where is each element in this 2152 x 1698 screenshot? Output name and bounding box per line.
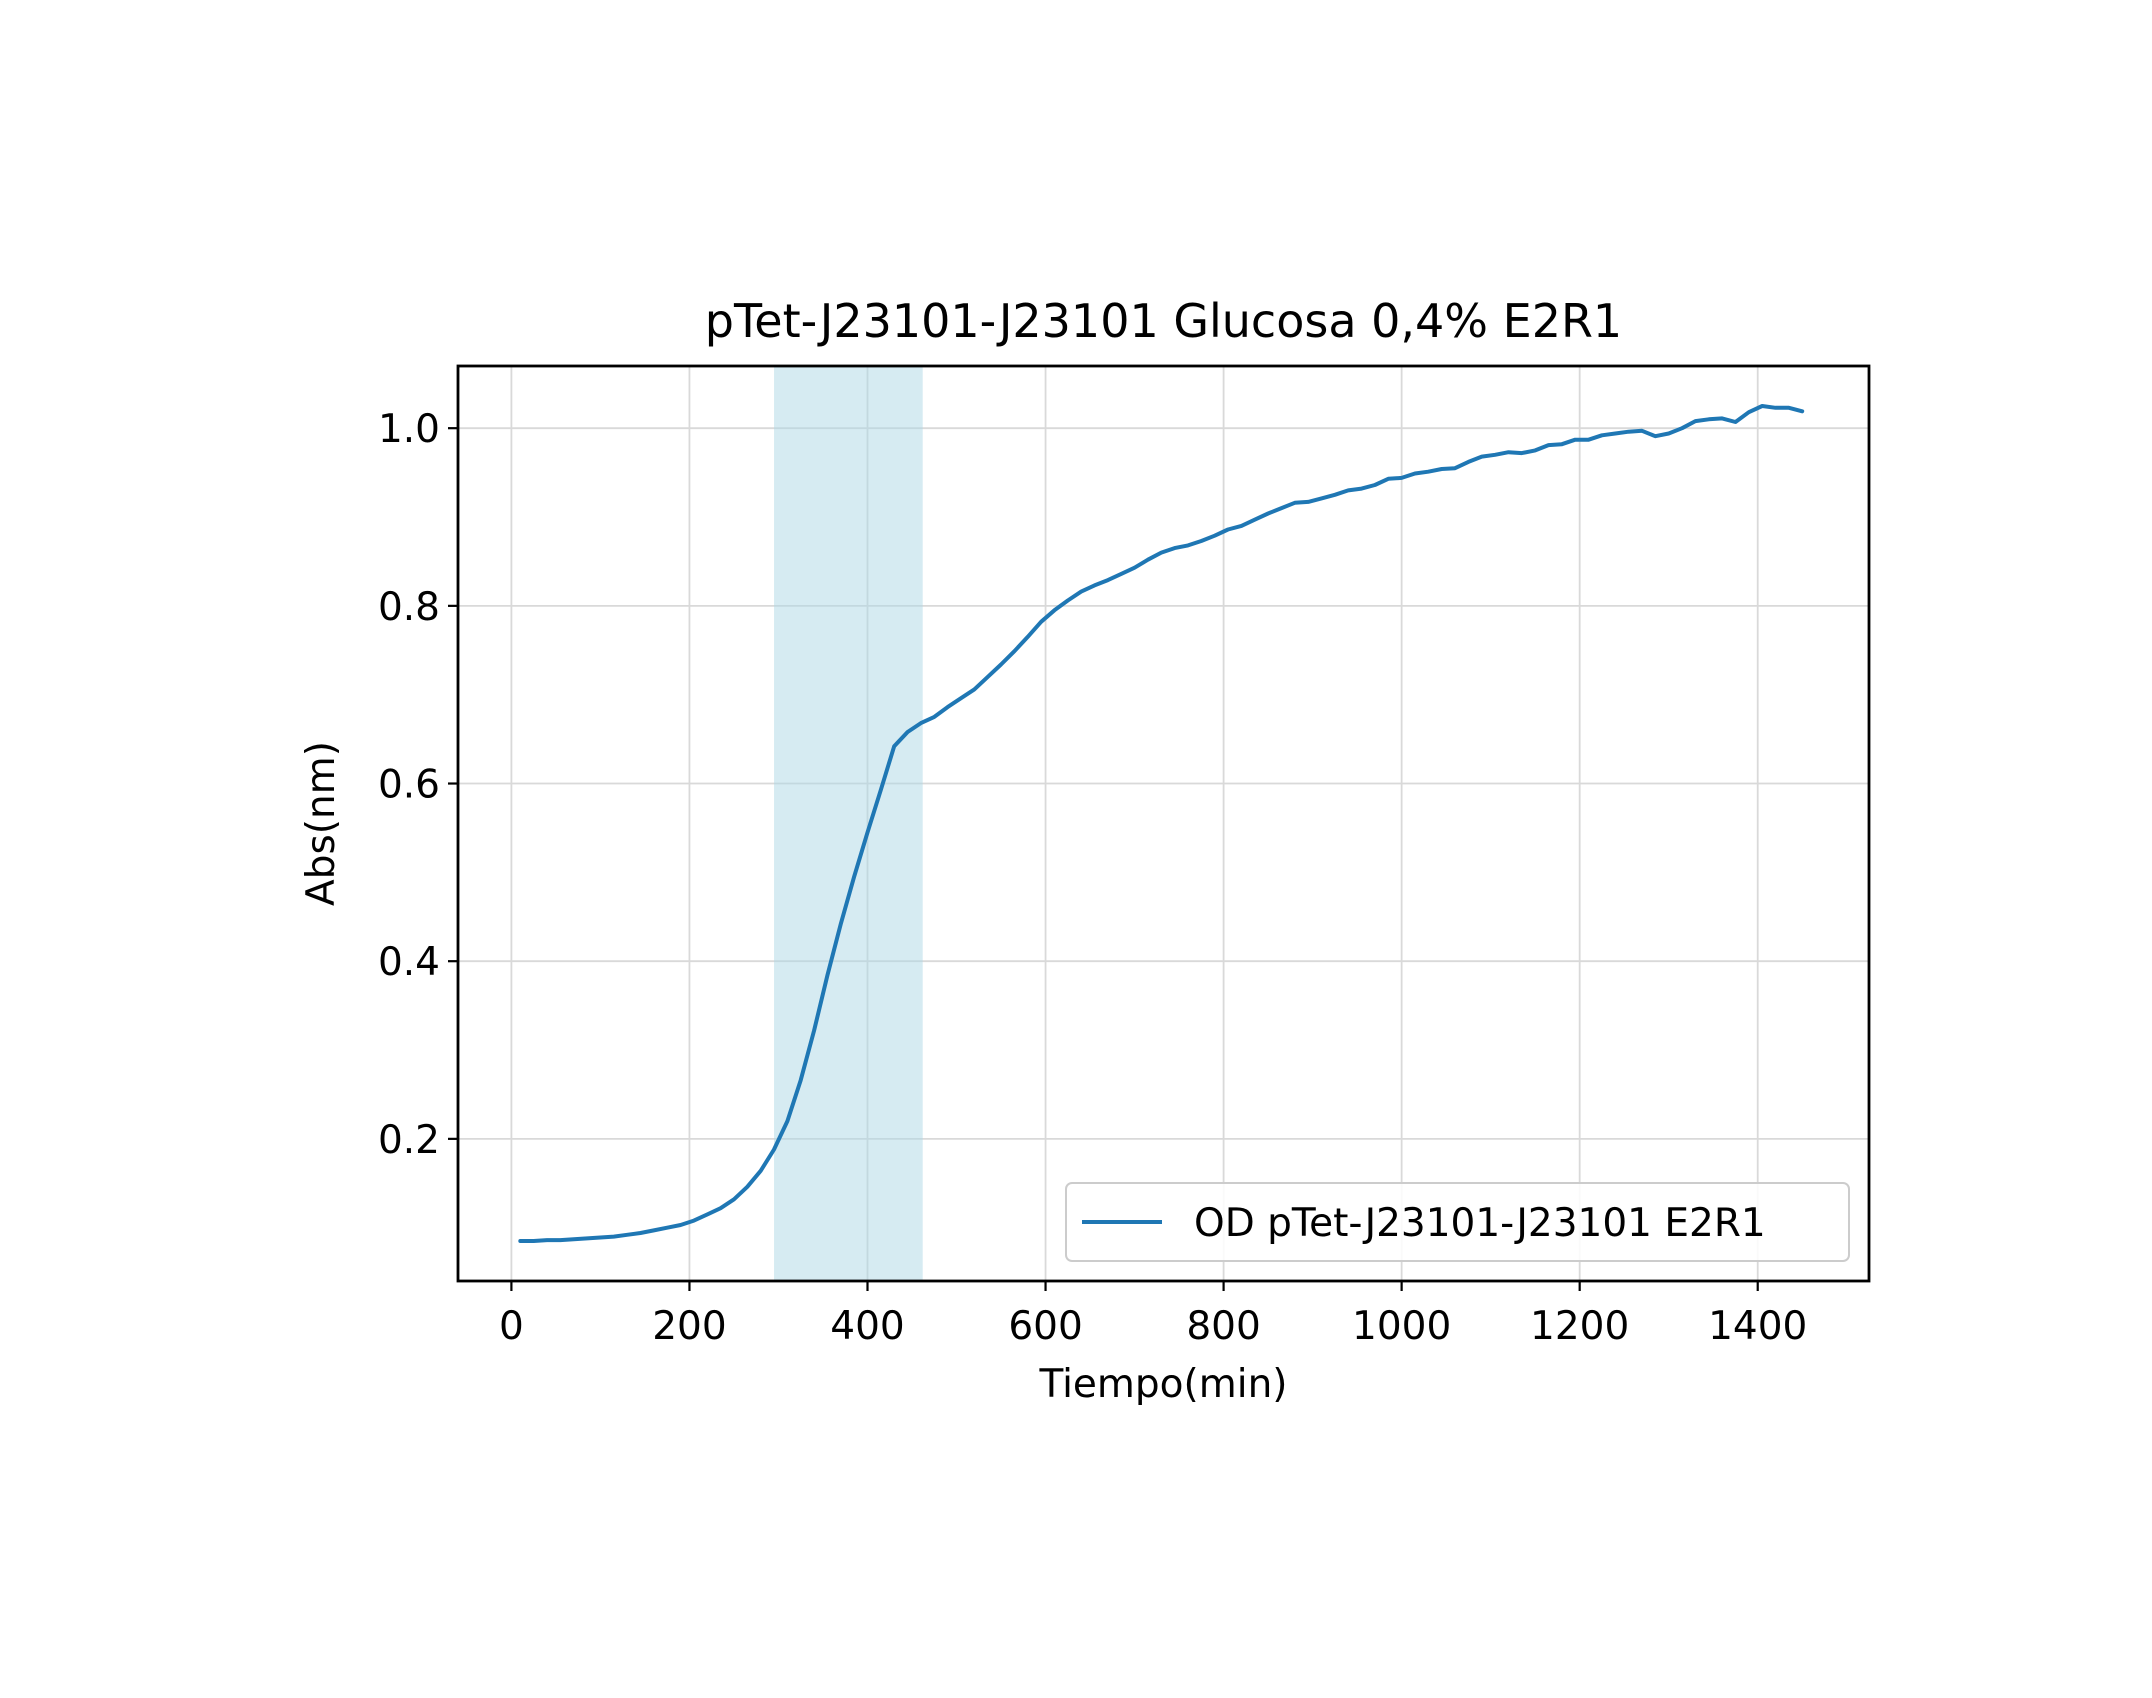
y-tick-label: 0.2 [378, 1118, 440, 1163]
chart-title: pTet-J23101-J23101 Glucosa 0,4% E2R1 [705, 294, 1622, 348]
x-tick-label: 1000 [1352, 1304, 1451, 1349]
plot-area [458, 366, 1869, 1281]
x-axis-label: Tiempo(min) [1038, 1362, 1287, 1407]
series-line [518, 404, 1805, 1243]
y-tick-label: 0.8 [378, 585, 440, 630]
y-tick-label: 1.0 [378, 407, 440, 452]
x-tick-label: 400 [830, 1304, 904, 1349]
legend-label: OD pTet-J23101-J23101 E2R1 [1194, 1201, 1766, 1246]
legend-box [1065, 1182, 1850, 1262]
x-tick-label: 600 [1008, 1304, 1082, 1349]
x-tick-label: 1400 [1708, 1304, 1807, 1349]
plot-frame [456, 364, 1871, 1283]
series-layer [518, 404, 1805, 1243]
x-tick-label: 800 [1186, 1304, 1260, 1349]
shaded-region [774, 366, 923, 1281]
x-tick-label: 200 [652, 1304, 726, 1349]
x-tick-label: 0 [499, 1304, 524, 1349]
y-axis-label: Abs(nm) [299, 741, 344, 906]
legend: OD pTet-J23101-J23101 E2R1 [1065, 1182, 1850, 1262]
y-tick-label: 0.6 [378, 763, 440, 808]
x-tick-label: 1200 [1530, 1304, 1629, 1349]
axis-ticks: 0 200 400 600 800 1000 1200 1400 0.2 0.4 0.6 0.8 1.0 [378, 407, 1807, 1349]
y-tick-label: 0.4 [378, 940, 440, 985]
